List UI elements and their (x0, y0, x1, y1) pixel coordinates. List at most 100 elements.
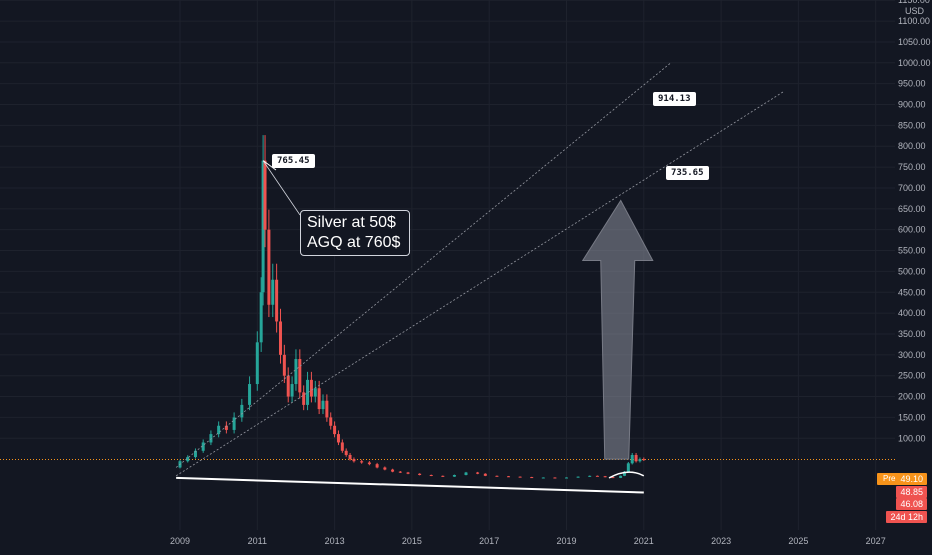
candle-body[interactable] (452, 474, 456, 477)
candle-body[interactable] (325, 400, 329, 418)
candle-body[interactable] (302, 392, 306, 405)
x-tick-label: 2009 (170, 536, 190, 546)
trendline-upper[interactable] (175, 62, 672, 468)
candle-body[interactable] (518, 476, 522, 478)
candle-body[interactable] (588, 475, 592, 477)
candle-body[interactable] (464, 472, 468, 475)
lower-line-price-label[interactable]: 735.65 (666, 166, 709, 180)
candle-body[interactable] (383, 467, 387, 470)
candle-body[interactable] (576, 476, 580, 478)
x-tick-label: 2027 (866, 536, 886, 546)
y-tick-label: 150.00 (898, 412, 926, 422)
candle-body[interactable] (248, 384, 252, 405)
silver-agq-callout[interactable]: Silver at 50$ AGQ at 760$ (300, 210, 410, 256)
price-level-2: 46.08 (896, 498, 927, 510)
candle-body[interactable] (286, 375, 290, 397)
candle-body[interactable] (240, 404, 244, 418)
candle-body[interactable] (418, 473, 422, 475)
candle-body[interactable] (232, 417, 236, 430)
candle-body[interactable] (603, 476, 607, 478)
x-tick-label: 2021 (634, 536, 654, 546)
candle-body[interactable] (360, 461, 364, 463)
candle-body[interactable] (483, 473, 487, 476)
candle-body[interactable] (193, 450, 197, 458)
callout-line-1: Silver at 50$ (307, 214, 396, 231)
candle-body[interactable] (278, 321, 282, 355)
candle-body[interactable] (406, 472, 410, 474)
candle-body[interactable] (263, 160, 267, 230)
candle-body[interactable] (309, 379, 313, 397)
candle-body[interactable] (530, 477, 534, 479)
candle-body[interactable] (634, 454, 638, 462)
candle-body[interactable] (298, 359, 302, 393)
candle-body[interactable] (329, 417, 333, 426)
y-tick-label: 700.00 (898, 183, 926, 193)
candle-body[interactable] (398, 471, 402, 473)
y-tick-label: 300.00 (898, 350, 926, 360)
candle-body[interactable] (201, 442, 205, 451)
candle-body[interactable] (290, 384, 294, 397)
candle-body[interactable] (495, 475, 499, 477)
candle-body[interactable] (275, 279, 279, 322)
x-tick-label: 2017 (479, 536, 499, 546)
candle-body[interactable] (209, 434, 213, 443)
candle-body[interactable] (217, 425, 221, 435)
candle-body[interactable] (224, 425, 228, 430)
candle-body[interactable] (282, 354, 286, 376)
candle-body[interactable] (261, 160, 265, 293)
candle-body[interactable] (317, 388, 321, 410)
current-price-badge: Pre 49.10 (877, 473, 927, 485)
candle-body[interactable] (271, 279, 275, 305)
candle-body[interactable] (611, 477, 615, 479)
candle-body[interactable] (255, 342, 259, 385)
peak-label-pointer (262, 160, 277, 171)
candle-body[interactable] (565, 477, 568, 479)
candle-body[interactable] (333, 425, 337, 435)
candle-body[interactable] (622, 471, 626, 476)
candle-body[interactable] (267, 229, 271, 305)
candle-body[interactable] (630, 454, 634, 464)
forecast-arrow[interactable] (581, 199, 654, 460)
peak-price-label[interactable]: 765.45 (272, 154, 315, 168)
candle-body[interactable] (541, 477, 545, 479)
upper-line-price-label[interactable]: 914.13 (653, 92, 696, 106)
candle-body[interactable] (429, 474, 433, 476)
candle-body[interactable] (186, 457, 190, 462)
candle-body[interactable] (476, 472, 480, 474)
candle-body[interactable] (259, 292, 263, 343)
candle-body[interactable] (367, 462, 371, 465)
candle-body[interactable] (348, 454, 352, 460)
candle-body[interactable] (344, 450, 348, 455)
candle-body[interactable] (391, 469, 395, 472)
y-tick-label: 350.00 (898, 329, 926, 339)
callout-line-2: AGQ at 760$ (307, 234, 401, 251)
y-tick-label: 550.00 (898, 246, 926, 256)
trendline-support[interactable] (176, 476, 644, 494)
callout-pointer (262, 160, 301, 216)
candle-body[interactable] (375, 464, 379, 468)
candle-body[interactable] (642, 459, 646, 461)
candle-body[interactable] (553, 477, 557, 479)
y-tick-label: 900.00 (898, 100, 926, 110)
candle-body[interactable] (336, 434, 340, 443)
candle-body[interactable] (352, 459, 356, 462)
candle-body[interactable] (441, 475, 445, 477)
candle-body[interactable] (626, 463, 630, 472)
candle-body[interactable] (306, 379, 310, 405)
x-tick-label: 2019 (556, 536, 576, 546)
y-tick-label: 450.00 (898, 287, 926, 297)
candle-body[interactable] (321, 400, 325, 410)
pre-market-tag: Pre (883, 474, 896, 483)
y-tick-label: 600.00 (898, 225, 926, 235)
currency-label: USD (904, 6, 924, 16)
candle-body[interactable] (294, 359, 298, 385)
candle-body[interactable] (313, 388, 317, 397)
candle-body[interactable] (507, 476, 511, 478)
candle-body[interactable] (638, 459, 642, 462)
y-tick-label: 200.00 (898, 392, 926, 402)
candle-body[interactable] (619, 475, 623, 478)
candle-body[interactable] (340, 442, 344, 451)
candle-body[interactable] (595, 475, 599, 477)
